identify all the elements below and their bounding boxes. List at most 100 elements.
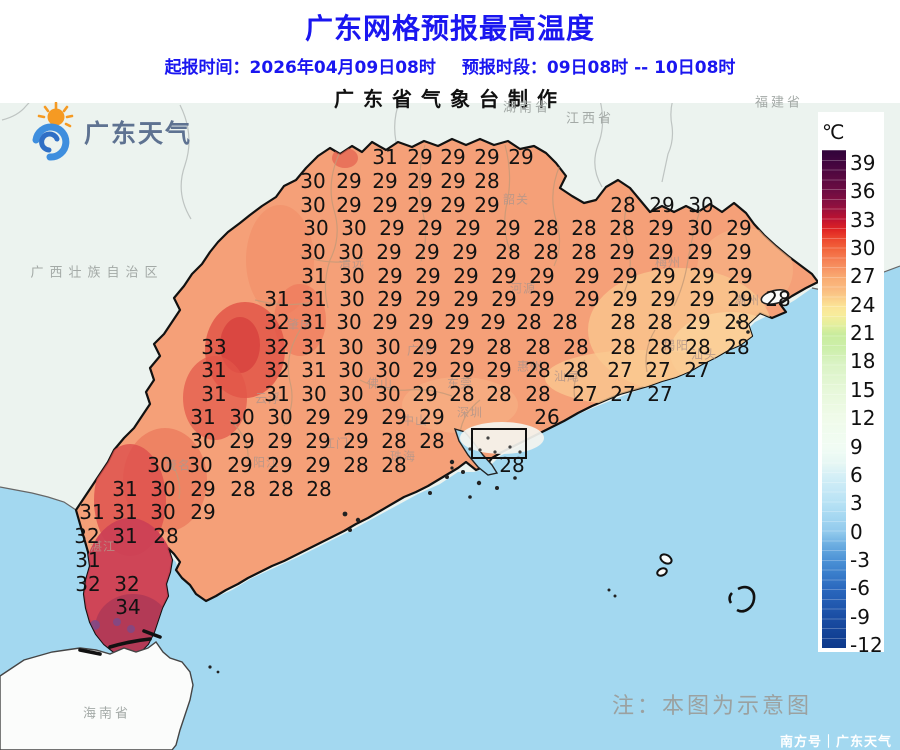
temp-value: 28 <box>610 335 636 359</box>
init-time-text: 起报时间：2026年04月09日08时 <box>164 58 436 78</box>
colorbar-tick-label: 24 <box>850 292 876 317</box>
temp-value: 30 <box>150 500 176 524</box>
colorbar-tick-label: 21 <box>850 321 876 346</box>
temp-value: 33 <box>201 335 227 359</box>
temp-value: 29 <box>648 240 674 264</box>
colorbar-tick-label: -6 <box>850 576 870 601</box>
temp-value: 28 <box>525 358 551 382</box>
city-label: 清远 <box>338 256 366 271</box>
temp-value: 28 <box>153 524 179 548</box>
temp-value: 31 <box>301 264 327 288</box>
temp-value: 31 <box>112 524 138 548</box>
temp-value: 29 <box>407 169 433 193</box>
disclaimer-note: 注：本图为示意图 <box>612 694 813 719</box>
temp-value: 29 <box>408 310 434 334</box>
city-label: 茂名 <box>164 458 192 473</box>
temp-value: 31 <box>201 358 227 382</box>
temp-value: 29 <box>612 264 638 288</box>
temp-value: 27 <box>572 382 598 406</box>
temp-value: 29 <box>687 240 713 264</box>
temp-value: 28 <box>610 193 636 217</box>
dongsha-island <box>728 585 756 613</box>
temp-value: 29 <box>495 216 521 240</box>
temp-value: 29 <box>381 405 407 429</box>
temp-value: 29 <box>574 264 600 288</box>
temp-value: 29 <box>727 287 753 311</box>
hongkong-islands <box>468 436 522 454</box>
temp-value: 29 <box>650 264 676 288</box>
temp-value: 29 <box>486 358 512 382</box>
city-label: 湛江 <box>89 539 117 554</box>
temp-value: 29 <box>453 264 479 288</box>
temp-value: 29 <box>440 145 466 169</box>
colorbar-tick-label: 33 <box>850 207 876 232</box>
temp-value: 30 <box>375 358 401 382</box>
temp-value: 30 <box>338 335 364 359</box>
temp-value: 29 <box>407 193 433 217</box>
temp-value: 29 <box>529 264 555 288</box>
temp-value: 30 <box>338 358 364 382</box>
city-label: 潮州 <box>733 293 761 308</box>
city-label: 江门 <box>322 436 350 451</box>
temp-value: 29 <box>267 429 293 453</box>
temp-value: 28 <box>230 477 256 501</box>
temp-value: 32 <box>264 358 290 382</box>
temp-value: 30 <box>300 193 326 217</box>
temp-value: 30 <box>375 382 401 406</box>
temp-value: 27 <box>684 358 710 382</box>
watermark-text: 南方号｜广东天气 <box>779 735 892 750</box>
temp-value: 29 <box>685 310 711 334</box>
temp-value: 31 <box>190 405 216 429</box>
city-label: 惠州 <box>516 359 544 374</box>
temp-value: 30 <box>300 240 326 264</box>
producer-text: 广东省气象台制作 <box>334 87 566 111</box>
temp-value: 28 <box>647 335 673 359</box>
offshore-islets <box>208 320 750 674</box>
temp-value: 29 <box>474 145 500 169</box>
temp-value: 27 <box>647 382 673 406</box>
temp-value: 29 <box>414 240 440 264</box>
temp-value: 28 <box>609 216 635 240</box>
temp-value: 30 <box>339 287 365 311</box>
colorbar-tick-label: 36 <box>850 179 876 204</box>
temp-value: 28 <box>306 477 332 501</box>
city-label: 揭阳 <box>662 338 690 353</box>
temp-value: 31 <box>372 145 398 169</box>
city-label: 梅州 <box>654 255 682 270</box>
colorbar-tick-label: 39 <box>850 151 876 175</box>
colorbar-tick-label: 30 <box>850 236 876 261</box>
city-label: 云浮 <box>254 391 282 406</box>
temp-value: 29 <box>412 335 438 359</box>
temp-value: 30 <box>187 453 213 477</box>
city-label: 汕尾 <box>553 369 581 384</box>
city-label: 东莞 <box>446 376 474 391</box>
temp-value: 30 <box>303 216 329 240</box>
temp-value: 28 <box>499 453 525 477</box>
colorbar-unit-label: ℃ <box>822 120 845 144</box>
temp-value: 29 <box>650 287 676 311</box>
temp-value: 30 <box>336 310 362 334</box>
temp-value: 29 <box>508 145 534 169</box>
temp-value: 29 <box>453 287 479 311</box>
temp-value: 29 <box>491 287 517 311</box>
province-label: 广西壮族自治区 <box>30 265 164 281</box>
temp-value: 29 <box>474 193 500 217</box>
strait-coast-dashes <box>78 629 162 656</box>
temp-value: 28 <box>419 429 445 453</box>
temp-value: 31 <box>264 287 290 311</box>
temp-value: 28 <box>486 335 512 359</box>
temp-value: 28 <box>610 310 636 334</box>
temp-value: 28 <box>765 287 791 311</box>
page-title: 广东网格预报最高温度 <box>304 12 595 45</box>
province-label: 福建省 <box>754 95 804 111</box>
temp-value: 28 <box>486 382 512 406</box>
temp-value: 30 <box>338 240 364 264</box>
temp-value: 27 <box>645 358 671 382</box>
temp-value: 28 <box>381 429 407 453</box>
temp-value: 28 <box>563 358 589 382</box>
temp-value: 29 <box>415 264 441 288</box>
city-label: 阳江 <box>252 455 280 470</box>
temp-value: 28 <box>533 240 559 264</box>
temp-value: 29 <box>305 453 331 477</box>
temp-value: 29 <box>689 287 715 311</box>
